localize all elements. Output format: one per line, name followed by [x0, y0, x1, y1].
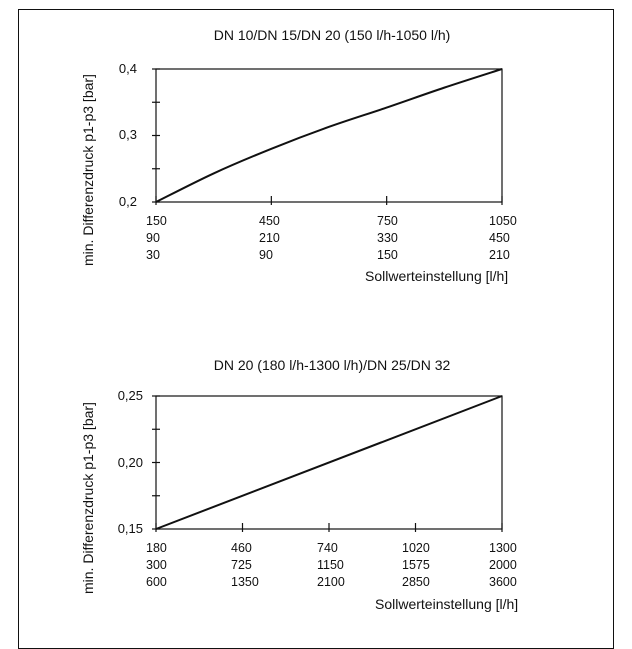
chart-2-plot	[152, 395, 503, 532]
chart-2-x-tick-label: 1150	[317, 558, 344, 572]
chart-1-x-tick-label: 450	[259, 214, 280, 228]
chart-1-x-tick-label: 30	[146, 248, 160, 262]
chart-2-x-tick-label: 1020	[402, 541, 430, 555]
chart-2-y-tick-label: 0,20	[117, 455, 143, 470]
chart-1-x-tick-label: 1050	[489, 214, 517, 228]
chart-2-x-tick-label: 600	[146, 575, 167, 589]
chart-1-x-tick-label: 150	[146, 214, 167, 228]
chart-1-x-tick-label: 90	[259, 248, 273, 262]
chart-2-x-tick-label: 3600	[489, 575, 517, 589]
chart-2-x-tick-label: 300	[146, 558, 167, 572]
chart-1-x-tick-label: 150	[377, 248, 398, 262]
chart-1-x-tick-label: 330	[377, 231, 398, 245]
chart-1-y-tick-label: 0,2	[118, 194, 137, 209]
chart-1-x-tick-label: 210	[489, 248, 510, 262]
chart-2-x-axis-label: Sollwerteinstellung [l/h]	[375, 596, 519, 612]
chart-2-x-tick-label: 2850	[402, 575, 430, 589]
chart-1-x-tick-label: 750	[377, 214, 398, 228]
chart-2-x-tick-label: 1300	[489, 541, 517, 555]
chart-2-series-line	[155, 395, 503, 530]
chart-1-plot	[152, 68, 503, 205]
chart-1-y-tick-label: 0,4	[118, 61, 137, 76]
chart-2-x-tick-label: 1575	[402, 558, 430, 572]
chart-1-x-tick-label: 90	[146, 231, 160, 245]
chart-1-x-tick-label: 450	[489, 231, 510, 245]
chart-1-y-tick-label: 0,3	[118, 127, 137, 142]
chart-2-x-tick-label: 740	[317, 541, 338, 555]
chart-1: DN 10/DN 15/DN 20 (150 l/h-1050 l/h) min…	[0, 0, 632, 300]
chart-2-x-tick-label: 725	[231, 558, 252, 572]
chart-2-title: DN 20 (180 l/h-1300 l/h)/DN 25/DN 32	[213, 357, 451, 373]
chart-2-x-tick-label: 460	[231, 541, 252, 555]
chart-1-x-axis-label: Sollwerteinstellung [l/h]	[365, 268, 509, 284]
chart-2-y-tick-label: 0,15	[117, 521, 143, 536]
chart-2-x-tick-label: 2000	[489, 558, 517, 572]
chart-2-x-tick-label: 2100	[317, 575, 345, 589]
chart-2: DN 20 (180 l/h-1300 l/h)/DN 25/DN 32 min…	[80, 357, 519, 612]
chart-1-title: DN 10/DN 15/DN 20 (150 l/h-1050 l/h)	[213, 27, 451, 43]
chart-1-x-tick-label: 210	[259, 231, 280, 245]
chart-2-x-tick-label: 1350	[231, 575, 259, 589]
chart-1-series-line	[155, 68, 503, 203]
chart-2-y-tick-label: 0,25	[117, 388, 143, 403]
chart-2-x-tick-label: 180	[146, 541, 167, 555]
